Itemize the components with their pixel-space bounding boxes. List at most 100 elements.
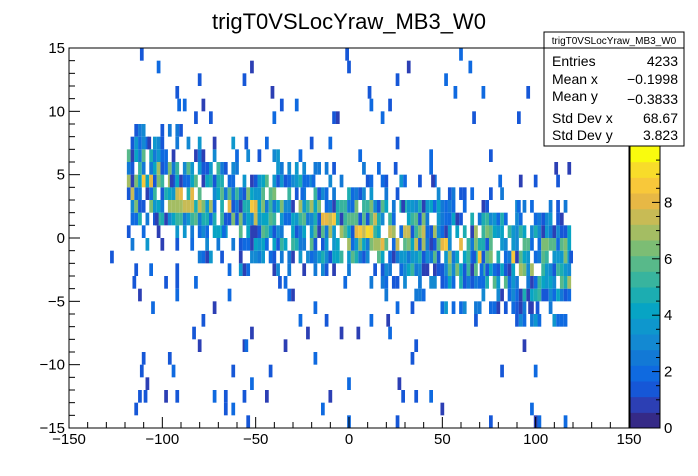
- histogram-bin: [414, 200, 419, 213]
- histogram-bin: [220, 212, 224, 226]
- histogram-bin: [175, 86, 180, 99]
- palette-swatch: [630, 208, 660, 225]
- histogram-bin: [317, 187, 321, 200]
- histogram-bin: [563, 250, 568, 264]
- histogram-bin: [272, 238, 277, 251]
- histogram-bin: [474, 301, 478, 314]
- histogram-bin: [272, 225, 277, 238]
- histogram-bin: [324, 225, 329, 238]
- histogram-bin: [343, 225, 348, 238]
- histogram-bin: [496, 212, 501, 226]
- histogram-bin: [462, 250, 467, 264]
- histogram-bin: [421, 288, 426, 302]
- histogram-bin: [358, 250, 363, 264]
- histogram-bin: [138, 288, 142, 302]
- histogram-bin: [347, 60, 351, 74]
- histogram-bin: [421, 250, 426, 264]
- histogram-bin: [130, 200, 135, 213]
- histogram-bin: [399, 250, 404, 264]
- histogram-bin: [492, 212, 497, 226]
- histogram-bin: [156, 200, 161, 213]
- histogram-bin: [369, 187, 374, 200]
- histogram-bin: [350, 250, 355, 264]
- histogram-bin: [171, 200, 176, 213]
- histogram-bin: [515, 238, 519, 251]
- histogram-bin: [526, 276, 531, 289]
- histogram-bin: [250, 60, 254, 74]
- histogram-bin: [209, 212, 213, 226]
- histogram-bin: [332, 225, 336, 238]
- histogram-bin: [345, 48, 349, 61]
- histogram-bin: [395, 238, 400, 251]
- histogram-bin: [365, 250, 370, 264]
- histogram-bin: [421, 200, 426, 213]
- histogram-bin: [414, 339, 419, 352]
- histogram-bin: [500, 212, 504, 226]
- histogram-bin: [507, 250, 512, 264]
- histogram-bin: [459, 187, 463, 200]
- histogram-bin: [369, 314, 374, 327]
- histogram-bin: [515, 250, 519, 264]
- histogram-bin: [167, 174, 172, 188]
- histogram-bin: [567, 250, 572, 264]
- histogram-bin: [530, 402, 534, 416]
- histogram-bin: [253, 187, 258, 200]
- histogram-bin: [447, 200, 452, 213]
- z-tick-label: 0: [664, 420, 672, 437]
- histogram-bin: [403, 250, 407, 264]
- histogram-bin: [377, 238, 381, 251]
- histogram-bin: [212, 136, 217, 150]
- histogram-bin: [459, 263, 463, 276]
- histogram-bin: [205, 225, 209, 238]
- histogram-bin: [167, 352, 172, 365]
- histogram-bin: [216, 225, 221, 238]
- histogram-bin: [433, 238, 437, 251]
- histogram-bin: [242, 200, 247, 213]
- histogram-bin: [242, 187, 247, 200]
- histogram-bin: [302, 225, 307, 238]
- histogram-bin: [130, 162, 135, 175]
- histogram-bin: [485, 212, 489, 226]
- histogram-bin: [253, 174, 258, 188]
- histogram-bin: [377, 200, 381, 213]
- histogram-bin: [276, 238, 280, 251]
- histogram-bin: [535, 301, 540, 314]
- histogram-bin: [190, 238, 195, 251]
- histogram-bin: [141, 149, 146, 162]
- histogram-bin: [559, 212, 564, 226]
- histogram-bin: [522, 339, 527, 352]
- histogram-bin: [556, 225, 560, 238]
- histogram-bin: [470, 225, 475, 238]
- histogram-bin: [365, 225, 370, 238]
- histogram-bin: [530, 225, 534, 238]
- histogram-bin: [238, 225, 243, 238]
- histogram-bin: [190, 174, 195, 188]
- histogram-bin: [149, 174, 153, 188]
- histogram-bin: [257, 238, 262, 251]
- histogram-bin: [440, 225, 445, 238]
- histogram-bin: [388, 212, 392, 226]
- histogram-bin: [447, 187, 452, 200]
- histogram-bin: [552, 263, 557, 276]
- histogram-bin: [321, 263, 325, 276]
- histogram-bin: [167, 187, 172, 200]
- histogram-bin: [309, 136, 314, 150]
- histogram-bin: [485, 238, 489, 251]
- histogram-bin: [489, 263, 493, 276]
- histogram-bin: [369, 276, 374, 289]
- histogram-bin: [268, 225, 273, 238]
- histogram-bin: [436, 250, 441, 264]
- histogram-bin: [410, 200, 415, 213]
- histogram-bin: [537, 288, 542, 302]
- histogram-bin: [227, 263, 232, 276]
- histogram-bin: [138, 136, 142, 150]
- histogram-bin: [272, 212, 277, 226]
- histogram-bin: [321, 212, 325, 226]
- histogram-bin: [276, 200, 280, 213]
- histogram-bin: [216, 174, 221, 188]
- histogram-bin: [350, 225, 355, 238]
- histogram-bin: [515, 301, 519, 314]
- histogram-bin: [298, 200, 303, 213]
- histogram-bin: [362, 225, 366, 238]
- stats-value-mean-y: −0.3833: [627, 91, 678, 107]
